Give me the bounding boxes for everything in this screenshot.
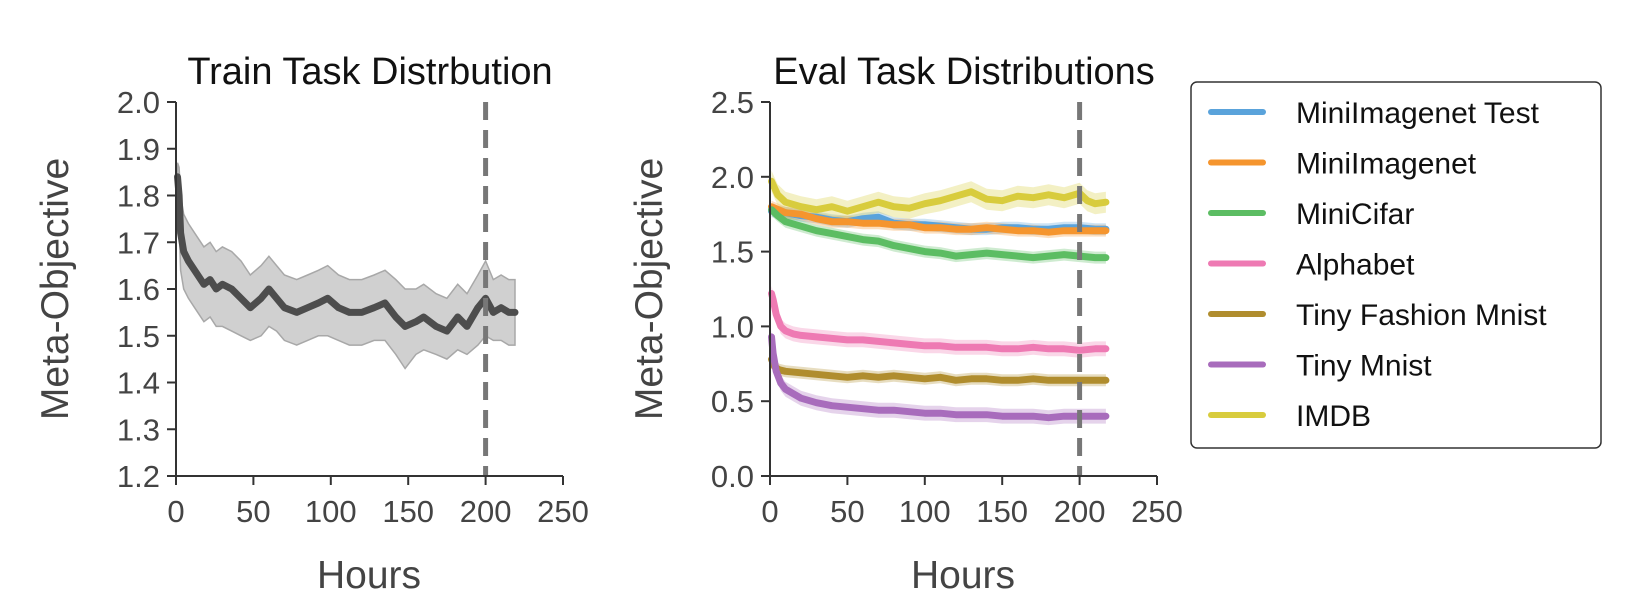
legend-label-imdb: IMDB xyxy=(1296,400,1371,433)
train-y-tick-label: 1.5 xyxy=(117,319,160,354)
eval-y-tick-label: 0.0 xyxy=(711,459,754,494)
train-y-ticks: 1.2 1.3 1.4 1.5 1.6 1.7 1.8 1.9 2.0 xyxy=(117,85,176,494)
train-y-tick-label: 1.7 xyxy=(117,225,160,260)
eval-chart: Eval Task Distributions 0.0 0.5 1.0 1.5 2.0 2… xyxy=(628,51,1183,597)
train-x-axis-label: Hours xyxy=(317,554,421,597)
train-x-tick-label: 0 xyxy=(167,494,184,529)
eval-line-tiny-fashion-mnist xyxy=(768,355,1110,384)
train-y-tick-label: 1.3 xyxy=(117,412,160,447)
eval-y-tick-label: 1.0 xyxy=(711,309,754,344)
legend: MiniImagenet Test MiniImagenet MiniCifar Al… xyxy=(1190,81,1602,449)
train-chart-title: Train Task Distrbution xyxy=(187,51,552,93)
train-chart: Train Task Distrbution 1.21.31.41.51.61.… xyxy=(34,51,589,597)
train-y-axis-label: Meta-Objective xyxy=(34,158,77,420)
train-y-tick-label: 1.9 xyxy=(117,132,160,167)
eval-x-tick-label: 50 xyxy=(830,494,864,529)
eval-series-lines xyxy=(768,177,1110,422)
eval-line-miniimagenet xyxy=(768,203,1110,236)
eval-x-tick-label: 100 xyxy=(899,494,951,529)
eval-x-axis-label: Hours xyxy=(911,554,1015,597)
eval-chart-title: Eval Task Distributions xyxy=(773,51,1155,93)
train-x-tick-label: 200 xyxy=(460,494,512,529)
eval-x-ticks: 0 50 100 150 200 250 xyxy=(761,476,1183,529)
eval-line-imdb xyxy=(768,177,1110,215)
eval-y-tick-label: 2.5 xyxy=(711,85,754,120)
train-series-lines xyxy=(174,173,519,335)
train-y-tick-label: 1.6 xyxy=(117,272,160,307)
eval-x-tick-label: 200 xyxy=(1054,494,1106,529)
eval-x-tick-label: 250 xyxy=(1131,494,1183,529)
legend-label-miniimagenet-test: MiniImagenet Test xyxy=(1296,97,1540,130)
train-line-train xyxy=(174,173,519,335)
train-x-tick-label: 100 xyxy=(305,494,357,529)
train-x-ticks: 0 50 100 150 200 250 xyxy=(167,476,589,529)
eval-y-tick-label: 1.5 xyxy=(711,235,754,270)
eval-y-tick-label: 0.5 xyxy=(711,384,754,419)
legend-label-miniimagenet: MiniImagenet xyxy=(1296,148,1477,181)
train-confidence-bands xyxy=(176,162,516,370)
eval-y-ticks: 0.0 0.5 1.0 1.5 2.0 2.5 xyxy=(711,85,770,494)
eval-x-tick-label: 150 xyxy=(976,494,1028,529)
eval-x-tick-label: 0 xyxy=(761,494,778,529)
train-y-tick-label: 1.2 xyxy=(117,459,160,494)
train-y-tick-label: 1.4 xyxy=(117,366,160,401)
train-y-tick-label: 2.0 xyxy=(117,85,160,120)
legend-label-tiny-mnist: Tiny Mnist xyxy=(1296,350,1432,383)
train-y-tick-label: 1.8 xyxy=(117,179,160,214)
train-x-tick-label: 250 xyxy=(537,494,589,529)
eval-line-minicifar xyxy=(768,206,1110,262)
eval-band-tiny-mnist xyxy=(771,329,1106,426)
legend-items: MiniImagenet Test MiniImagenet MiniCifar Al… xyxy=(1208,97,1547,433)
train-x-tick-label: 150 xyxy=(382,494,434,529)
legend-label-alphabet: Alphabet xyxy=(1296,249,1415,282)
eval-y-axis-label: Meta-Objective xyxy=(628,158,671,420)
legend-label-minicifar: MiniCifar xyxy=(1296,198,1414,231)
eval-line-tiny-mnist xyxy=(768,333,1110,422)
legend-box xyxy=(1190,81,1602,449)
eval-y-tick-label: 2.0 xyxy=(711,160,754,195)
legend-label-tiny-fashion-mnist: Tiny Fashion Mnist xyxy=(1296,299,1547,332)
train-x-tick-label: 50 xyxy=(236,494,270,529)
train-band-train xyxy=(176,162,516,370)
eval-line-alphabet xyxy=(768,290,1110,354)
